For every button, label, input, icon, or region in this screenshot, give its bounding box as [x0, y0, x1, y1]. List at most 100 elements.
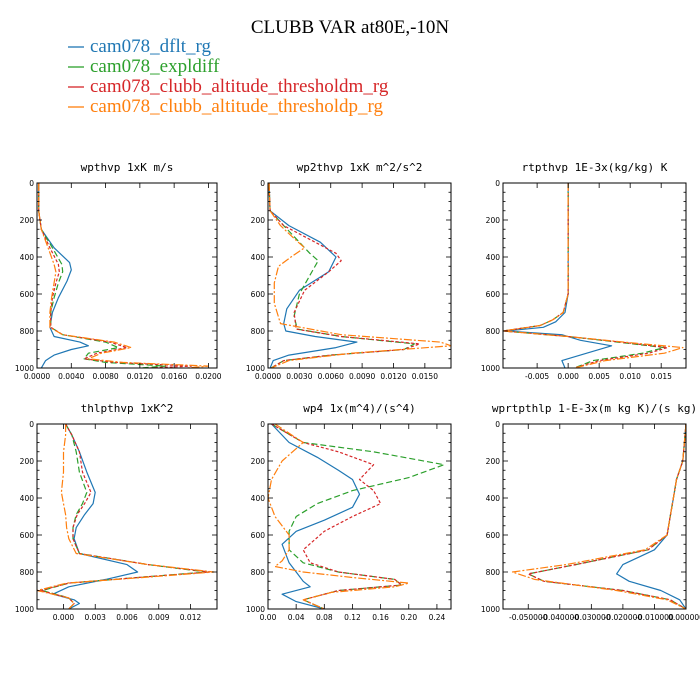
series-line [268, 183, 451, 368]
series-line [615, 424, 686, 609]
y-tick-label: 400 [486, 494, 501, 503]
series-line [268, 183, 358, 368]
panel-5: wp4 1x(m^4)/(s^4) 0 200 400 600 800 10000.00 0.… [246, 402, 452, 622]
series-line [38, 183, 209, 368]
series-line [271, 424, 445, 609]
y-tick-label: 600 [20, 531, 35, 540]
x-tick-label: 0.009 [148, 613, 170, 622]
plot-frame [36, 182, 218, 369]
x-tick-label: 0.010 [619, 372, 641, 381]
series-line [503, 183, 684, 368]
y-tick-label: 800 [251, 568, 266, 577]
series-line [511, 424, 686, 609]
y-tick-label: 600 [251, 290, 266, 299]
x-tick-label: 0.0030 [286, 372, 312, 381]
y-tick-label: 1000 [246, 364, 265, 373]
figure-title: CLUBB VAR at80E,-10N [251, 17, 450, 38]
y-tick-label: 200 [486, 457, 501, 466]
y-tick-label: 400 [20, 253, 35, 262]
x-tick-label: 0.000000 [668, 613, 700, 622]
y-tick-label: 800 [486, 568, 501, 577]
x-tick-label: 0.16 [372, 613, 389, 622]
y-tick-label: 600 [486, 531, 501, 540]
y-tick-label: 800 [20, 568, 35, 577]
x-tick-label: -0.010000 [635, 613, 674, 622]
y-tick-label: 200 [20, 457, 35, 466]
y-tick-label: 800 [251, 327, 266, 336]
series-line [39, 424, 211, 609]
x-tick-label: 0.006 [116, 613, 138, 622]
x-tick-label: 0.005 [588, 372, 610, 381]
x-tick-label: 0.0080 [92, 372, 118, 381]
y-tick-label: 1000 [481, 364, 500, 373]
plot-frame [36, 423, 218, 610]
series-line [271, 424, 361, 609]
x-tick-label: 0.015 [650, 372, 672, 381]
legend-label: cam078_dflt_rg [90, 36, 212, 57]
x-tick-label: 0.04 [288, 613, 305, 622]
y-tick-label: 600 [251, 531, 266, 540]
x-tick-label: 0.0000 [255, 372, 281, 381]
legend: cam078_dflt_rgcam078_expldiffcam078_club… [68, 36, 389, 117]
y-tick-label: 600 [20, 290, 35, 299]
series-line [41, 424, 207, 609]
panel-title: thlpthvp 1xK^2 [81, 402, 174, 415]
x-tick-label: 0.012 [180, 613, 202, 622]
y-tick-label: 0 [29, 179, 34, 188]
plot-frame [502, 182, 687, 369]
y-tick-label: 1000 [15, 605, 34, 614]
y-tick-label: 400 [251, 494, 266, 503]
x-tick-label: 0.000 [53, 613, 75, 622]
plot-frame [267, 423, 452, 610]
legend-label: cam078_clubb_altitude_thresholdp_rg [90, 96, 384, 117]
x-tick-label: 0.0060 [318, 372, 344, 381]
y-tick-label: 800 [486, 327, 501, 336]
x-tick-label: 0.0040 [58, 372, 84, 381]
y-tick-label: 600 [486, 290, 501, 299]
x-tick-label: -0.050000 [509, 613, 548, 622]
x-tick-label: 0.12 [344, 613, 361, 622]
y-tick-label: 0 [29, 420, 34, 429]
x-tick-label: 0.0090 [349, 372, 375, 381]
series-line [38, 183, 192, 368]
legend-label: cam078_expldiff [90, 56, 220, 77]
y-tick-label: 400 [20, 494, 35, 503]
series-line [268, 424, 410, 609]
x-tick-label: 0.0120 [127, 372, 153, 381]
plot-frame [502, 423, 687, 610]
x-tick-label: 0.003 [84, 613, 106, 622]
y-tick-label: 0 [260, 179, 265, 188]
panel-title: wpthvp 1xK m/s [81, 161, 174, 174]
panel-title: wp4 1x(m^4)/(s^4) [303, 402, 416, 415]
series-line [505, 183, 613, 368]
x-tick-label: 0.20 [400, 613, 417, 622]
y-tick-label: 1000 [15, 364, 34, 373]
x-tick-label: -0.005 [525, 372, 549, 381]
x-tick-label: -0.020000 [604, 613, 643, 622]
x-tick-label: -0.040000 [541, 613, 580, 622]
x-tick-label: 0.0120 [380, 372, 406, 381]
x-tick-label: 0.000 [557, 372, 579, 381]
panel-1: wpthvp 1xK m/s 0 200 400 600 800 10000.0000 0.0… [15, 161, 222, 381]
panel-title: rtpthvp 1E-3x(kg/kg) K [522, 161, 668, 174]
panel-title: wp2thvp 1xK m^2/s^2 [297, 161, 423, 174]
panel-6: wprtpthlp 1-E-3x(m kg K)/(s kg) 0 200 400 60… [481, 402, 700, 622]
series-line [38, 183, 90, 368]
y-tick-label: 200 [486, 216, 501, 225]
x-tick-label: -0.030000 [572, 613, 611, 622]
y-tick-label: 800 [20, 327, 35, 336]
series-line [503, 183, 669, 368]
y-tick-label: 200 [20, 216, 35, 225]
y-tick-label: 200 [251, 216, 266, 225]
y-tick-label: 400 [486, 253, 501, 262]
y-tick-label: 400 [251, 253, 266, 262]
legend-label: cam078_clubb_altitude_thresholdm_rg [90, 76, 389, 97]
y-tick-label: 1000 [481, 605, 500, 614]
series-line [37, 424, 215, 609]
x-tick-label: 0.24 [429, 613, 446, 622]
x-tick-label: 0.08 [316, 613, 333, 622]
y-tick-label: 1000 [246, 605, 265, 614]
x-tick-label: 0.0000 [24, 372, 50, 381]
y-tick-label: 200 [251, 457, 266, 466]
